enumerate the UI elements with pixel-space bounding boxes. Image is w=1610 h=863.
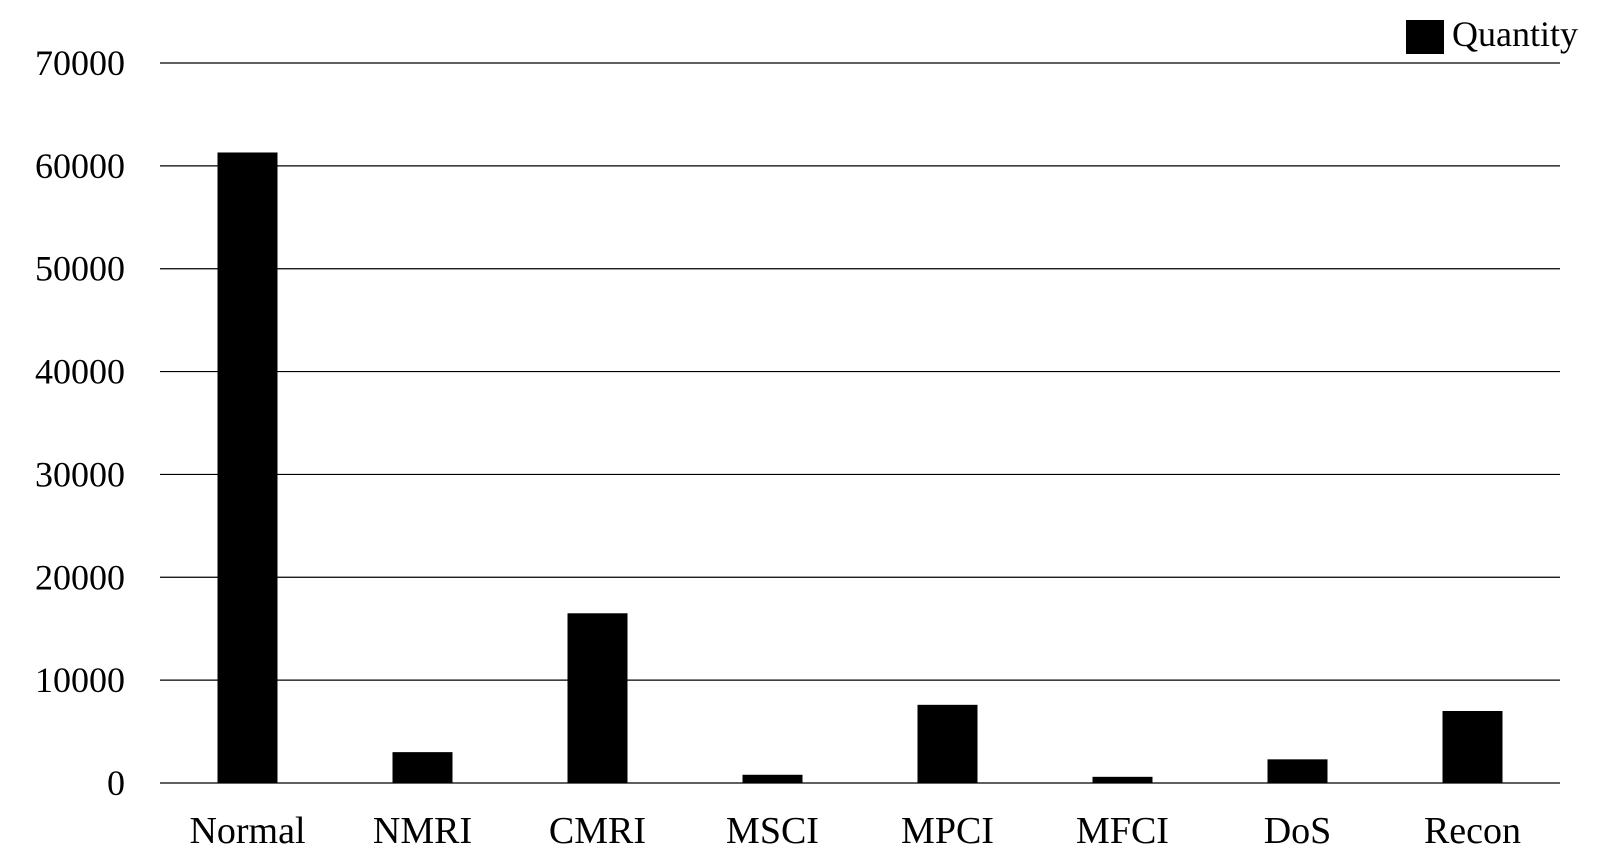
legend-swatch: [1406, 20, 1444, 54]
x-axis-ticks: Normal NMRI CMRI MSCI MPCI MFCI DoS Recon: [189, 810, 1521, 852]
y-tick-label: 70000: [35, 43, 125, 83]
x-tick-label: DoS: [1264, 810, 1332, 852]
bar-mpci: [917, 704, 978, 783]
x-tick-label: MPCI: [901, 810, 994, 852]
x-tick-label: Recon: [1424, 810, 1521, 852]
bar-recon: [1442, 711, 1503, 783]
bar-cmri: [567, 613, 628, 783]
x-tick-label: MSCI: [726, 810, 819, 852]
y-tick-label: 50000: [35, 249, 125, 289]
y-tick-label: 40000: [35, 352, 125, 392]
bar-msci: [742, 774, 803, 783]
bar-normal: [217, 152, 278, 783]
x-tick-label: Normal: [189, 810, 305, 852]
x-tick-label: MFCI: [1076, 810, 1169, 852]
bar-nmri: [392, 752, 453, 783]
x-tick-label: NMRI: [373, 810, 472, 852]
bar-mfci: [1092, 776, 1153, 783]
y-tick-label: 0: [107, 763, 125, 803]
legend-label: Quantity: [1452, 14, 1578, 54]
legend: Quantity: [1406, 14, 1578, 54]
y-tick-label: 60000: [35, 146, 125, 186]
bars: [217, 152, 1503, 783]
y-tick-label: 20000: [35, 557, 125, 597]
y-axis-ticks: 70000 60000 50000 40000 30000 20000 10000 0: [35, 43, 125, 803]
y-tick-label: 10000: [35, 660, 125, 700]
x-tick-label: CMRI: [549, 810, 646, 852]
y-tick-label: 30000: [35, 454, 125, 494]
bar-dos: [1267, 759, 1328, 783]
gridlines: [160, 62, 1560, 784]
